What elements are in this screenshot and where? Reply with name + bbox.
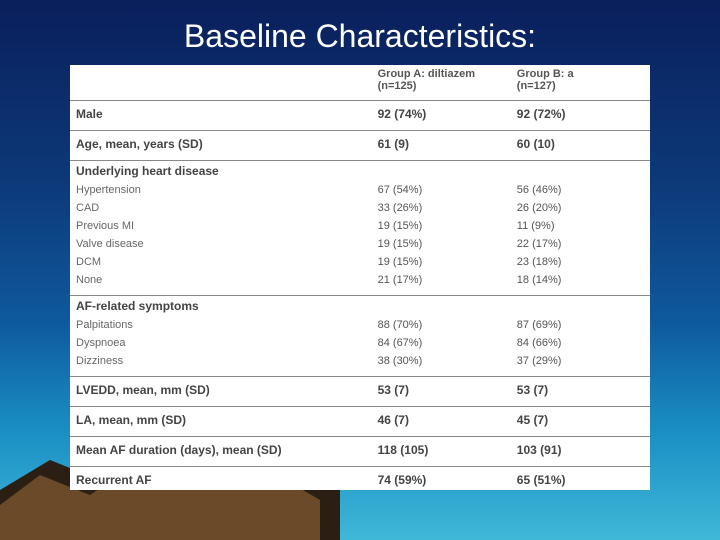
table-row: Previous MI19 (15%)11 (9%) <box>70 217 650 235</box>
header-group-a: Group A: diltiazem (n=125) <box>372 65 511 94</box>
table-row: Mean AF duration (days), mean (SD)118 (1… <box>70 437 650 461</box>
table-row: Dizziness38 (30%)37 (29%) <box>70 352 650 370</box>
row-label: Age, mean, years (SD) <box>70 131 372 155</box>
table-row: Age, mean, years (SD) 61 (9) 60 (10) <box>70 131 650 155</box>
table-row: Valve disease19 (15%)22 (17%) <box>70 235 650 253</box>
table-row: None21 (17%)18 (14%) <box>70 271 650 289</box>
table-row: Recurrent AF74 (59%)65 (51%) <box>70 467 650 491</box>
characteristics-table: Group A: diltiazem (n=125) Group B: a (n… <box>70 65 650 490</box>
table-row: LA, mean, mm (SD)46 (7)45 (7) <box>70 407 650 431</box>
table-row: Hypertension67 (54%)56 (46%) <box>70 181 650 199</box>
table-row: DCM19 (15%)23 (18%) <box>70 253 650 271</box>
table-row: Palpitations88 (70%)87 (69%) <box>70 316 650 334</box>
table-row: LVEDD, mean, mm (SD)53 (7)53 (7) <box>70 377 650 401</box>
slide-title: Baseline Characteristics: <box>0 0 720 65</box>
table-row: CAD33 (26%)26 (20%) <box>70 199 650 217</box>
table-row: Male 92 (74%) 92 (72%) <box>70 101 650 125</box>
header-group-b: Group B: a (n=127) <box>511 65 650 94</box>
section-header: Underlying heart disease <box>70 161 650 182</box>
section-header: AF-related symptoms <box>70 296 650 317</box>
table-row: Dyspnoea84 (67%)84 (66%) <box>70 334 650 352</box>
row-label: Male <box>70 101 372 125</box>
